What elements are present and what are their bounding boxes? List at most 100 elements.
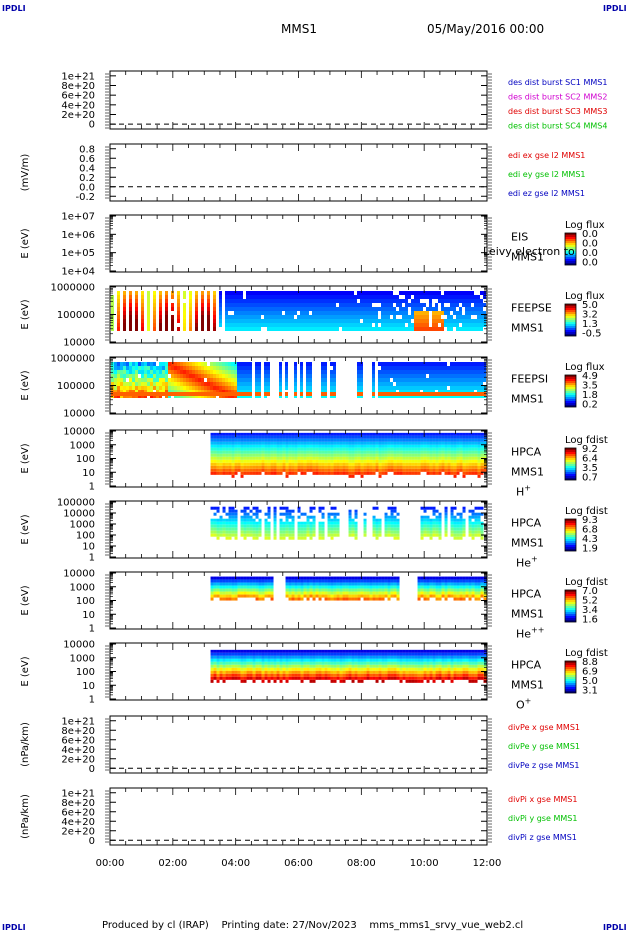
legend-entry: des dist burst SC1 MMS1 [508,78,607,87]
colorbar-title: Log fdist [565,648,608,659]
y-tick-label: 1e+06 [61,230,95,241]
y-tick-label: 10 [82,468,95,479]
spectrogram-p8 [210,576,487,601]
spectrogram-p5 [111,362,486,398]
instrument-label: FEEPSI [511,373,548,386]
y-tick-label: 10 [82,542,95,553]
y-tick-label: 0 [89,764,95,775]
y-tick-label: 0 [89,120,95,131]
y-tick-label: 1000 [70,520,95,531]
legend-entry: divPi z gse MMS1 [508,833,577,842]
x-tick-label: 08:00 [347,858,376,869]
y-tick-label: 8e+20 [61,81,95,92]
colorbar-tick-label: 3.5 [582,381,598,392]
plot-frame [109,500,488,559]
colorbar-tick-label: 3.5 [582,463,598,474]
y-tick-label: 4e+20 [61,100,95,111]
panel-p6: Log fdist9.26.43.50.7HPCAMMS1H+100001000… [20,427,608,499]
colorbar-tick-label: 0.0 [582,239,598,250]
x-tick-label: 06:00 [284,858,313,869]
panel-p1: des dist burst SC1 MMS1 des dist burst SC… [61,70,607,131]
y-tick-label: 0.4 [79,163,95,174]
colorbar-tick-label: 3.1 [582,686,598,697]
colorbar-tick-label: 6.8 [582,525,598,536]
y-tick-label: 2e+20 [61,110,95,121]
colorbar-tick-label: 7.0 [582,586,598,597]
colorbar-title: Log fdist [565,506,608,517]
colorbar-title: Log flux [565,362,605,373]
legend-entry: edi ez gse l2 MMS1 [508,189,585,198]
y-tick-label: 1e+21 [61,716,95,727]
legend-entry: divPi y gse MMS1 [508,814,577,823]
y-tick-label: 1 [89,553,95,564]
y-tick-label: -0.2 [75,192,95,203]
footer-credit: Produced by cl (IRAP) Printing date: 27/… [102,920,524,931]
spectrogram-p6 [210,432,487,478]
y-tick-label: 1 [89,624,95,635]
colorbar-tick-label: 1.8 [582,390,598,401]
spacecraft-label: MMS1 [511,322,544,335]
spacecraft-label: MMS1 [511,393,544,406]
legend-entry: des dist burst SC2 MMS2 [508,93,607,102]
y-tick-label: 10000 [63,640,95,651]
colorbar-tick-label: 8.8 [582,657,598,668]
y-tick-label: 2e+20 [61,826,95,837]
spacecraft-label: MMS1 [511,466,544,479]
y-tick-label: 10000 [63,509,95,520]
legend-entry: edi ey gse l2 MMS1 [508,170,586,179]
colorbar-title: Log flux [565,291,605,302]
y-tick-label: 1 [89,482,95,493]
colorbar-tick-label: 4.3 [582,534,598,545]
y-tick-label: 100000 [57,310,95,321]
y-axis-label: (nPa/km) [20,794,31,839]
overlay-label: Leivy electron to [483,245,575,258]
colorbar-tick-label: 6.4 [582,454,598,465]
y-axis-label: E (eV) [20,656,31,686]
instrument-label: EIS [511,231,528,244]
y-tick-label: 1000 [70,653,95,664]
plot-frame [109,715,488,774]
y-tick-label: 10000 [63,427,95,438]
spectrogram-p9 [210,649,487,683]
colorbar-tick-label: 5.0 [582,300,598,311]
y-tick-label: 100 [76,667,95,678]
corner-label-top-right: IPDLI [603,4,627,13]
plot-frame [109,70,488,130]
x-tick-label: 02:00 [158,858,187,869]
legend-entry: divPe z gse MMS1 [508,761,579,770]
instrument-label: HPCA [511,446,542,459]
colorbar-tick-label: 1.6 [582,615,598,626]
legend-entry: des dist burst SC4 MMS4 [508,122,607,131]
colorbar-tick-label: 3.4 [582,605,598,616]
plot-frame [109,429,488,488]
y-axis-label: (mV/m) [20,154,31,192]
y-tick-label: 0.2 [79,173,95,184]
y-tick-label: 8e+20 [61,798,95,809]
spectrogram-p4 [111,291,486,331]
x-tick-label: 10:00 [410,858,439,869]
corner-label-top-left: IPDLI [2,4,26,13]
colorbar-tick-label: 6.9 [582,667,598,678]
y-tick-label: 0.0 [79,182,95,193]
y-tick-label: 6e+20 [61,807,95,818]
y-tick-label: 10 [82,681,95,692]
y-axis-label: E (eV) [20,585,31,615]
panel-p11: divPi x gse MMS1 divPi y gse MMS1 divPi z … [20,787,577,847]
corner-label-bottom-left: IPDLI [2,923,26,932]
spacecraft-label: MMS1 [511,251,544,264]
instrument-label: HPCA [511,588,542,601]
y-tick-label: 10000 [63,569,95,580]
colorbar-tick-label: 3.2 [582,310,598,321]
y-tick-label: 100000 [57,381,95,392]
colorbar-tick-label: -0.5 [582,329,602,340]
header-mission: MMS1 [281,22,317,36]
panel-p2: edi ex gse l2 MMS1 edi ey gse l2 MMS1 edi … [20,143,586,203]
y-axis-label: E (eV) [20,514,31,544]
legend-entry: des dist burst SC3 MMS3 [508,107,607,116]
plot-frame [109,571,488,630]
